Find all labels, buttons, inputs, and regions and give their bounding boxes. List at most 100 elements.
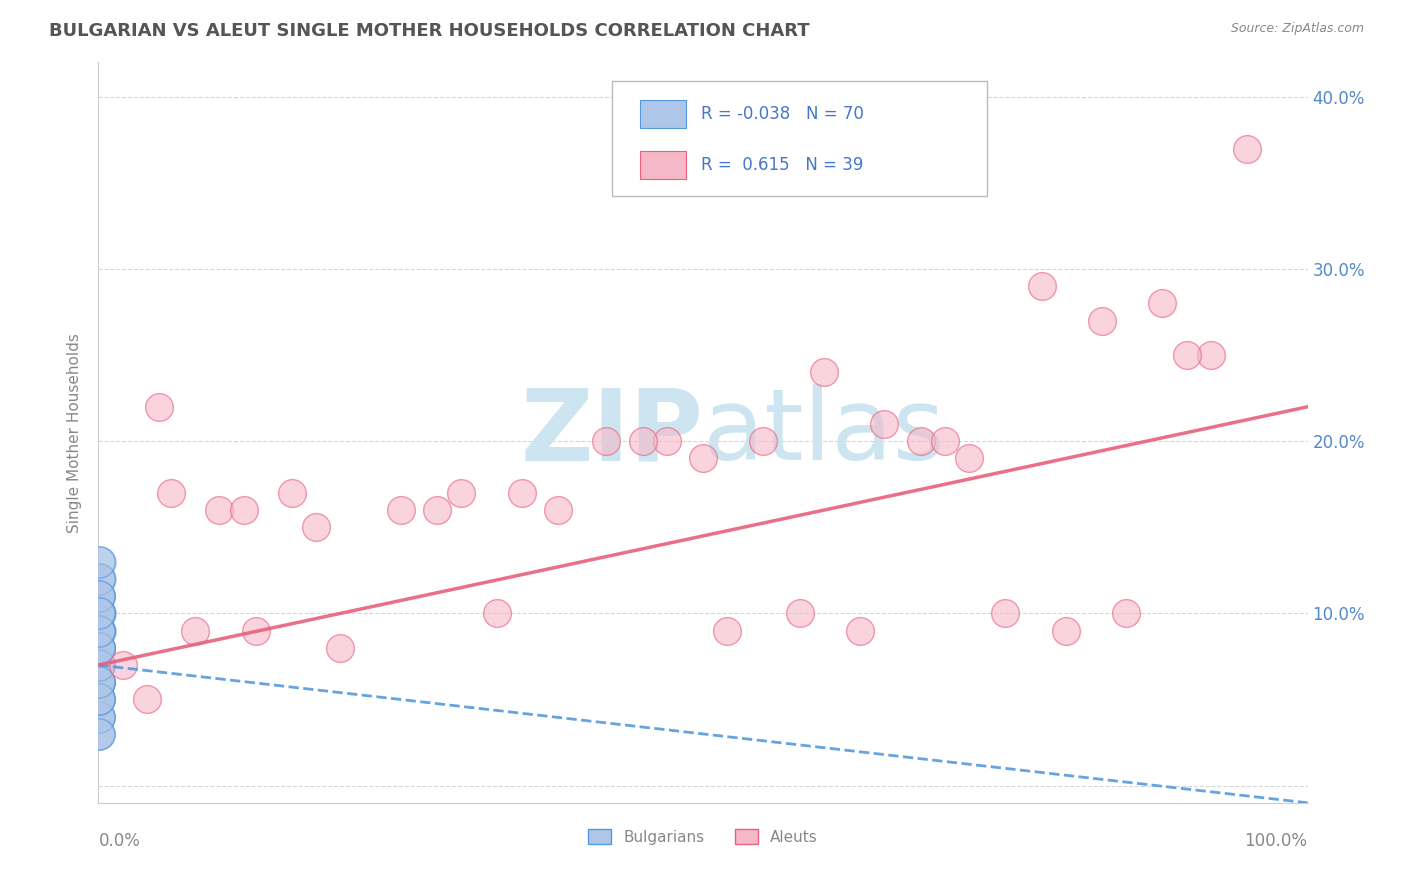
- Point: [1091, 314, 1114, 328]
- Point: [111, 658, 134, 673]
- Y-axis label: Single Mother Households: Single Mother Households: [67, 333, 83, 533]
- Point: [89, 555, 111, 569]
- Point: [89, 607, 111, 621]
- Point: [87, 675, 110, 690]
- Point: [89, 607, 111, 621]
- Point: [1031, 279, 1053, 293]
- Point: [87, 709, 110, 723]
- Point: [1152, 296, 1174, 310]
- Text: R = -0.038   N = 70: R = -0.038 N = 70: [700, 105, 863, 123]
- Point: [87, 658, 110, 673]
- Point: [389, 503, 412, 517]
- Text: atlas: atlas: [703, 384, 945, 481]
- Point: [1054, 624, 1077, 638]
- Bar: [640, 151, 686, 178]
- Point: [89, 555, 111, 569]
- Point: [87, 640, 110, 655]
- Point: [1175, 348, 1198, 362]
- Point: [547, 503, 569, 517]
- Point: [87, 727, 110, 741]
- Point: [994, 607, 1017, 621]
- Text: 0.0%: 0.0%: [98, 832, 141, 850]
- Point: [655, 434, 678, 449]
- Point: [87, 624, 110, 638]
- Point: [89, 607, 111, 621]
- Point: [1236, 142, 1258, 156]
- Point: [87, 658, 110, 673]
- Point: [89, 640, 111, 655]
- Text: R =  0.615   N = 39: R = 0.615 N = 39: [700, 155, 863, 174]
- Point: [1115, 607, 1137, 621]
- Point: [89, 607, 111, 621]
- Point: [87, 692, 110, 706]
- Point: [89, 607, 111, 621]
- Point: [89, 572, 111, 586]
- Point: [87, 658, 110, 673]
- Point: [426, 503, 449, 517]
- Point: [329, 640, 352, 655]
- Point: [957, 451, 980, 466]
- Point: [87, 709, 110, 723]
- Legend: Bulgarians, Aleuts: Bulgarians, Aleuts: [582, 822, 824, 851]
- Point: [1199, 348, 1222, 362]
- Text: ZIP: ZIP: [520, 384, 703, 481]
- Point: [87, 692, 110, 706]
- Point: [716, 624, 738, 638]
- Point: [752, 434, 775, 449]
- Point: [87, 692, 110, 706]
- Point: [89, 589, 111, 603]
- Point: [87, 692, 110, 706]
- Point: [87, 727, 110, 741]
- Point: [89, 607, 111, 621]
- Point: [87, 727, 110, 741]
- Point: [89, 572, 111, 586]
- Point: [450, 486, 472, 500]
- Point: [934, 434, 956, 449]
- Point: [89, 607, 111, 621]
- Point: [87, 658, 110, 673]
- Point: [232, 503, 254, 517]
- Point: [692, 451, 714, 466]
- Point: [89, 640, 111, 655]
- FancyBboxPatch shape: [613, 81, 987, 195]
- Point: [89, 624, 111, 638]
- Point: [87, 709, 110, 723]
- Point: [87, 675, 110, 690]
- Point: [87, 675, 110, 690]
- Point: [87, 675, 110, 690]
- Text: Source: ZipAtlas.com: Source: ZipAtlas.com: [1230, 22, 1364, 36]
- Point: [87, 658, 110, 673]
- Point: [873, 417, 896, 431]
- Point: [87, 692, 110, 706]
- Point: [89, 624, 111, 638]
- Point: [910, 434, 932, 449]
- Point: [184, 624, 207, 638]
- Text: 100.0%: 100.0%: [1244, 832, 1308, 850]
- Point: [87, 624, 110, 638]
- Point: [510, 486, 533, 500]
- Point: [89, 624, 111, 638]
- Point: [87, 640, 110, 655]
- Point: [87, 675, 110, 690]
- Point: [87, 658, 110, 673]
- Point: [148, 400, 170, 414]
- Point: [208, 503, 231, 517]
- Point: [486, 607, 509, 621]
- Point: [160, 486, 183, 500]
- Point: [89, 624, 111, 638]
- Point: [89, 607, 111, 621]
- Point: [89, 640, 111, 655]
- Text: BULGARIAN VS ALEUT SINGLE MOTHER HOUSEHOLDS CORRELATION CHART: BULGARIAN VS ALEUT SINGLE MOTHER HOUSEHO…: [49, 22, 810, 40]
- Point: [89, 589, 111, 603]
- Point: [813, 365, 835, 379]
- Point: [87, 692, 110, 706]
- Point: [89, 640, 111, 655]
- Point: [849, 624, 872, 638]
- Point: [87, 640, 110, 655]
- Point: [89, 589, 111, 603]
- Point: [87, 675, 110, 690]
- Bar: [640, 100, 686, 128]
- Point: [89, 640, 111, 655]
- Point: [89, 640, 111, 655]
- Point: [89, 607, 111, 621]
